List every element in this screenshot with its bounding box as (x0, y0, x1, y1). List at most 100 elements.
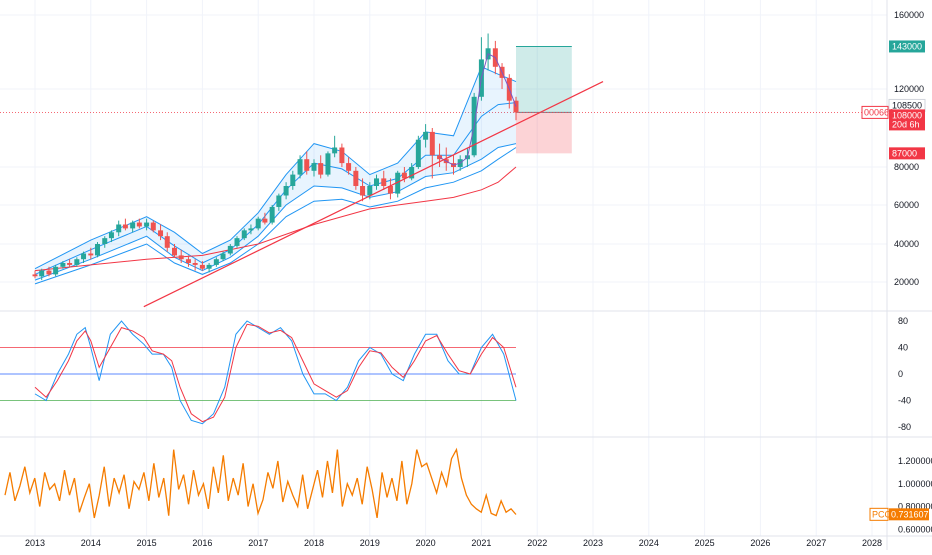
time-axis-label: 2013 (25, 538, 45, 548)
candle[interactable] (172, 247, 177, 256)
candle[interactable] (276, 195, 282, 207)
candle[interactable] (206, 264, 212, 269)
candle[interactable] (32, 274, 38, 277)
price-tag (889, 40, 925, 53)
candle[interactable] (88, 253, 94, 256)
candle[interactable] (192, 263, 198, 265)
stoch-axis-label: 80 (898, 316, 908, 326)
candle[interactable] (94, 244, 100, 256)
time-axis-label: 2014 (81, 538, 101, 548)
candle[interactable] (185, 259, 191, 263)
candle[interactable] (395, 172, 401, 194)
candle[interactable] (130, 222, 136, 229)
candle[interactable] (339, 147, 345, 164)
candle[interactable] (387, 186, 393, 194)
candle[interactable] (241, 230, 247, 239)
candle[interactable] (248, 228, 254, 231)
candle[interactable] (74, 259, 80, 265)
stoch-axis-label: 0 (898, 369, 903, 379)
loss-zone[interactable] (515, 112, 572, 154)
stoch-axis-label: -80 (898, 422, 911, 432)
trendline[interactable] (143, 81, 604, 308)
candle[interactable] (150, 222, 156, 231)
candle[interactable] (213, 259, 219, 265)
price-tag-label: 20d 6h (892, 119, 920, 129)
candle[interactable] (381, 178, 387, 186)
candle[interactable] (108, 232, 114, 239)
candle[interactable] (367, 186, 373, 196)
stoch-slow-line (34, 323, 517, 423)
candle[interactable] (60, 263, 66, 267)
candle[interactable] (102, 238, 108, 244)
pcc-pane[interactable] (4, 447, 517, 519)
price-axis-label: 40000 (894, 239, 919, 249)
candle[interactable] (346, 163, 352, 171)
price-axis-label: 120000 (894, 84, 924, 94)
candle[interactable] (283, 186, 289, 196)
symbol-tag (861, 105, 889, 119)
time-axis-label: 2017 (248, 538, 268, 548)
candle[interactable] (353, 170, 359, 186)
candle[interactable] (46, 270, 52, 275)
price-axis-label: 80000 (894, 162, 919, 172)
band-lower2-line (34, 147, 517, 285)
band-upper-line (34, 66, 517, 270)
candle[interactable] (136, 222, 142, 227)
profit-zone[interactable] (515, 46, 572, 113)
fast-ma-line (439, 53, 517, 166)
candle[interactable] (67, 263, 73, 265)
candle[interactable] (373, 178, 379, 186)
candle[interactable] (332, 147, 338, 154)
time-axis-label: 2018 (304, 538, 324, 548)
price-pane[interactable] (0, 33, 887, 308)
time-axis-label: 2020 (416, 538, 436, 548)
candle[interactable] (311, 163, 317, 171)
time-axis-label: 2023 (583, 538, 603, 548)
candle[interactable] (360, 186, 366, 196)
candle[interactable] (429, 131, 435, 156)
candle[interactable] (116, 224, 122, 233)
candle[interactable] (164, 236, 170, 248)
candle[interactable] (81, 253, 87, 260)
candle[interactable] (255, 218, 261, 229)
time-axis-label: 2027 (806, 538, 826, 548)
candle[interactable] (415, 139, 421, 167)
candle[interactable] (409, 167, 415, 179)
candle[interactable] (39, 270, 45, 277)
candle[interactable] (269, 206, 275, 223)
candle[interactable] (262, 218, 268, 223)
pcc-axis-label: 0.800000 (898, 502, 932, 512)
candle[interactable] (297, 159, 303, 175)
candle[interactable] (325, 153, 331, 175)
candle[interactable] (158, 230, 164, 237)
pcc-line (4, 447, 517, 519)
price-tag-label: 143000 (892, 41, 922, 51)
symbol-tag-label: 000660 (864, 107, 894, 117)
stoch-axis-label: 40 (898, 343, 908, 353)
candle[interactable] (178, 255, 184, 260)
candle[interactable] (227, 245, 233, 254)
candle[interactable] (234, 238, 240, 246)
candle[interactable] (220, 253, 226, 260)
candle[interactable] (199, 264, 205, 269)
candle[interactable] (304, 159, 310, 171)
pcc-value-tag (889, 508, 929, 521)
candle[interactable] (423, 131, 429, 140)
pcc-name-label: PCC (872, 509, 892, 519)
time-axis-label: 2025 (695, 538, 715, 548)
price-axis-label: 60000 (894, 200, 919, 210)
pcc-axis-label: 1.200000 (898, 456, 932, 466)
candle[interactable] (122, 224, 128, 229)
pcc-axis-label: 0.600000 (898, 524, 932, 534)
stoch-fast-line (34, 320, 517, 425)
pcc-axis-label: 1.000000 (898, 479, 932, 489)
stochastic-pane[interactable] (0, 320, 517, 425)
candle[interactable] (53, 266, 59, 275)
candle[interactable] (318, 163, 324, 175)
candle[interactable] (290, 174, 296, 186)
time-axis-label: 2015 (137, 538, 157, 548)
candle[interactable] (401, 172, 407, 179)
candle[interactable] (144, 222, 150, 227)
